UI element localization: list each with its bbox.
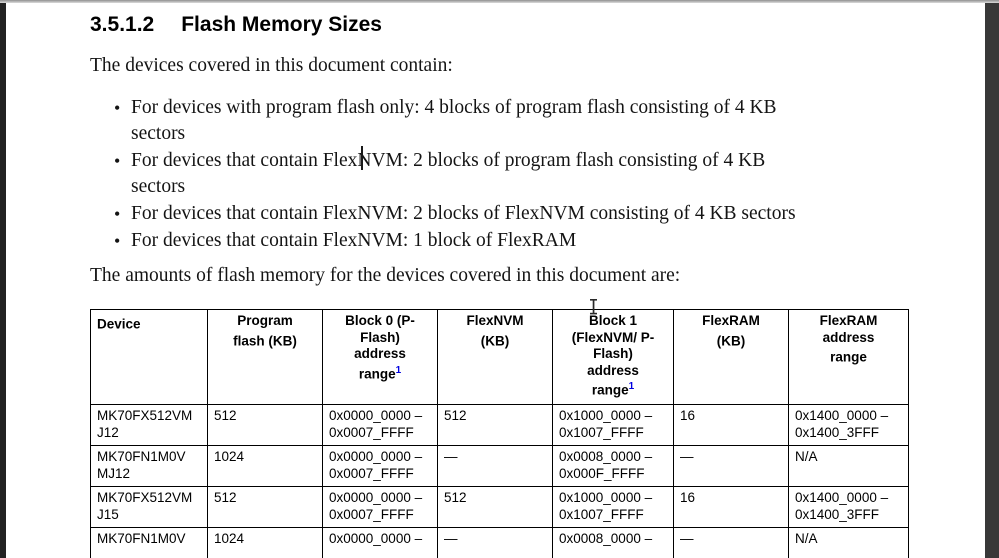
cell-program-flash: 512 — [207, 486, 323, 528]
intro-paragraph: The devices covered in this document con… — [90, 55, 453, 76]
cell-flexram-range: 0x1400_0000 – 0x1400_3FFF — [788, 486, 909, 528]
header-block1-range: Block 1 (FlexNVM/ P- Flash) address rang… — [552, 309, 674, 405]
cell-flexnvm: — — [437, 527, 553, 558]
header-flexnvm: FlexNVM (KB) — [437, 309, 553, 405]
cell-flexram-range: N/A — [788, 445, 909, 487]
cell-flexnvm: — — [437, 445, 553, 487]
cell-device: MK70FN1M0V MJ12 — [90, 445, 208, 487]
cell-flexram-range: 0x1400_0000 – 0x1400_3FFF — [788, 404, 909, 446]
cell-block0-range: 0x0000_0000 – 0x0007_FFFF — [322, 445, 438, 487]
viewer-right-edge[interactable] — [985, 0, 999, 558]
header-device: Device — [90, 309, 208, 405]
viewer-top-edge — [0, 0, 999, 3]
footnote-ref[interactable]: 1 — [395, 364, 402, 376]
text-caret — [361, 146, 363, 170]
cell-block1-range: 0x0008_0000 – 0x000F_FFFF — [552, 445, 674, 487]
table-row: MK70FX512VM J12 512 0x0000_0000 – 0x0007… — [90, 404, 909, 446]
header-flexram: FlexRAM (KB) — [673, 309, 789, 405]
amounts-paragraph: The amounts of flash memory for the devi… — [90, 265, 681, 286]
bullet-item: For devices that contain FlexNVM: 1 bloc… — [114, 228, 944, 254]
cell-flexram: 16 — [673, 486, 789, 528]
table-row: MK70FN1M0V MJ12 1024 0x0000_0000 – 0x000… — [90, 445, 909, 487]
bullet-list: For devices with program flash only: 4 b… — [114, 95, 944, 255]
cell-block0-range: 0x0000_0000 – 0x0007_FFFF — [322, 404, 438, 446]
cell-block0-range: 0x0000_0000 – — [322, 527, 438, 558]
cell-device: MK70FN1M0V — [90, 527, 208, 558]
bullet-item: For devices that contain FlexNVM: 2 bloc… — [114, 201, 944, 227]
cell-program-flash: 1024 — [207, 527, 323, 558]
section-heading: 3.5.1.2 Flash Memory Sizes — [90, 13, 382, 37]
table-row: MK70FX512VM J15 512 0x0000_0000 – 0x0007… — [90, 486, 909, 528]
cell-program-flash: 1024 — [207, 445, 323, 487]
cell-device: MK70FX512VM J15 — [90, 486, 208, 528]
cell-block0-range: 0x0000_0000 – 0x0007_FFFF — [322, 486, 438, 528]
flash-memory-table: Device Program flash (KB) Block 0 (P- Fl… — [90, 309, 909, 558]
cell-block1-range: 0x1000_0000 – 0x1007_FFFF — [552, 404, 674, 446]
section-title: Flash Memory Sizes — [181, 13, 382, 36]
cell-flexnvm: 512 — [437, 404, 553, 446]
cell-block1-range: 0x0008_0000 – — [552, 527, 674, 558]
section-number: 3.5.1.2 — [90, 13, 155, 36]
cell-flexram: — — [673, 445, 789, 487]
header-block0-range: Block 0 (P- Flash) address range1 — [322, 309, 438, 405]
cell-flexram-range: N/A — [788, 527, 909, 558]
bullet-item: For devices that contain FlexNVM: 2 bloc… — [114, 148, 944, 200]
viewer-left-edge — [0, 0, 6, 558]
header-program-flash: Program flash (KB) — [207, 309, 323, 405]
table-row: MK70FN1M0V 1024 0x0000_0000 – — 0x0008_0… — [90, 527, 909, 558]
cell-flexnvm: 512 — [437, 486, 553, 528]
cell-program-flash: 512 — [207, 404, 323, 446]
header-flexram-range: FlexRAM address range — [788, 309, 909, 405]
ibeam-cursor-icon — [590, 299, 597, 315]
document-page: 3.5.1.2 Flash Memory Sizes The devices c… — [6, 0, 985, 558]
cell-block1-range: 0x1000_0000 – 0x1007_FFFF — [552, 486, 674, 528]
cell-flexram: — — [673, 527, 789, 558]
cell-flexram: 16 — [673, 404, 789, 446]
table-header-row: Device Program flash (KB) Block 0 (P- Fl… — [90, 309, 909, 405]
bullet-item: For devices with program flash only: 4 b… — [114, 95, 944, 147]
footnote-ref[interactable]: 1 — [628, 381, 635, 392]
cell-device: MK70FX512VM J12 — [90, 404, 208, 446]
